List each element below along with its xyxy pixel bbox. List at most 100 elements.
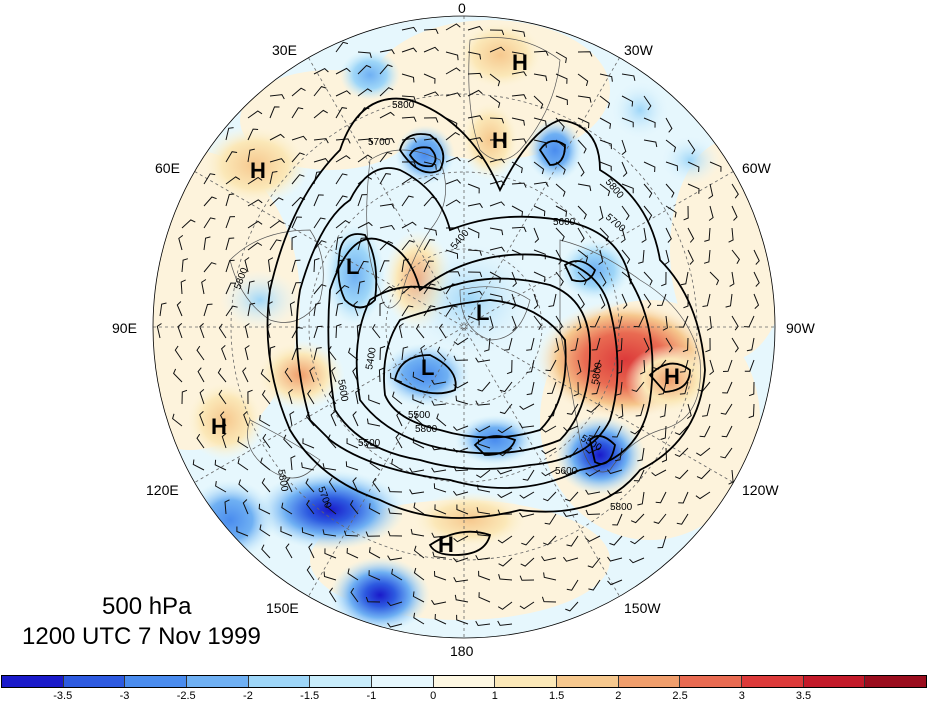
wind-barb	[387, 555, 403, 561]
contour-label: 5500	[408, 410, 431, 421]
wind-barb	[203, 217, 216, 229]
wind-barb	[709, 161, 722, 172]
wind-barb	[401, 195, 414, 207]
colorbar-tick-label: 1	[491, 690, 498, 702]
wind-barb	[511, 51, 526, 59]
high-center: H	[512, 50, 528, 75]
wind-barb	[498, 557, 513, 567]
wind-barb	[621, 161, 628, 177]
wind-barb	[238, 479, 249, 493]
wind-barb	[281, 502, 293, 515]
wind-barb	[291, 174, 305, 185]
wind-barb	[423, 260, 434, 273]
wind-barb	[331, 367, 337, 383]
wind-barb	[618, 403, 624, 419]
wind-barb	[489, 46, 505, 53]
wind-barb	[423, 46, 439, 53]
wind-barb	[489, 95, 501, 108]
wind-barb	[305, 478, 315, 493]
wind-barb	[467, 271, 483, 278]
wind-barb	[401, 346, 409, 361]
wind-barb	[533, 117, 547, 126]
wind-barb	[423, 176, 439, 185]
wind-barb	[499, 381, 513, 393]
wind-barb	[511, 205, 524, 217]
wind-barb	[335, 323, 342, 339]
wind-barb	[475, 400, 491, 406]
wind-barb	[401, 47, 417, 53]
wind-barb	[599, 271, 607, 287]
wind-barb	[731, 315, 739, 331]
wind-barb	[258, 503, 271, 515]
wind-barb	[343, 530, 359, 537]
wind-barb	[357, 280, 365, 295]
longitude-label: 60W	[742, 160, 771, 176]
colorbar-tick-label: 2	[615, 690, 622, 702]
wind-barb	[237, 436, 249, 449]
wind-barb	[178, 235, 184, 251]
wind-barb	[357, 51, 372, 58]
wind-barb	[423, 239, 435, 251]
wind-barb	[467, 51, 482, 60]
low-center: L	[421, 355, 434, 380]
wind-barb	[260, 457, 271, 471]
wind-barb	[401, 116, 417, 122]
wind-barb	[687, 183, 700, 194]
wind-barb	[519, 601, 535, 610]
wind-barb	[665, 161, 678, 171]
wind-barb	[196, 345, 205, 361]
wind-barb	[616, 337, 623, 352]
wind-barb	[326, 501, 337, 515]
wind-barb	[225, 237, 235, 251]
wind-barb	[345, 461, 359, 471]
wind-barb	[324, 548, 337, 559]
wind-barb	[335, 155, 351, 163]
longitude-label: 30E	[272, 42, 297, 58]
colorbar-tick-label: 3.5	[795, 690, 812, 702]
wind-barb	[225, 259, 235, 273]
wind-barb	[349, 500, 359, 515]
wind-barb	[401, 73, 415, 83]
wind-barb	[379, 64, 393, 75]
wind-barb	[368, 394, 381, 405]
high-center: H	[492, 128, 508, 153]
wind-barb	[599, 161, 612, 172]
wind-barb	[291, 235, 297, 251]
wind-barb	[289, 411, 295, 427]
wind-barb	[286, 477, 293, 493]
low-center: L	[346, 254, 359, 279]
wind-barb	[445, 23, 461, 31]
wind-barb	[453, 490, 469, 496]
colorbar-swatch	[187, 676, 249, 687]
wind-barb	[372, 477, 381, 493]
wind-barb	[221, 345, 227, 361]
wind-barb	[511, 271, 517, 287]
colorbar-tick-label: -1.5	[300, 690, 320, 702]
wind-barb	[431, 379, 447, 385]
wind-barb	[269, 106, 280, 119]
wind-barb	[218, 389, 227, 405]
wind-barb	[379, 240, 394, 251]
wind-barb	[609, 535, 623, 546]
wind-barb	[503, 337, 513, 351]
wind-barb	[533, 95, 544, 110]
wind-barb	[261, 478, 271, 493]
wind-barb	[633, 469, 645, 482]
contour-label: 5700	[368, 137, 391, 148]
wind-barb	[322, 463, 337, 471]
wind-barb	[497, 535, 513, 544]
wind-barb	[521, 535, 535, 546]
wind-barb	[247, 128, 259, 141]
wind-barb	[453, 577, 469, 583]
wind-barb	[577, 139, 587, 154]
wind-barb	[565, 447, 579, 458]
wind-barb	[302, 438, 315, 449]
high-center: H	[664, 364, 680, 389]
wind-barb	[511, 29, 526, 37]
wind-barb	[585, 489, 601, 495]
wind-barb	[401, 221, 417, 229]
wind-barb	[656, 293, 667, 306]
wind-barb	[431, 400, 447, 406]
wind-barb	[288, 389, 293, 405]
wind-barb	[665, 337, 673, 353]
